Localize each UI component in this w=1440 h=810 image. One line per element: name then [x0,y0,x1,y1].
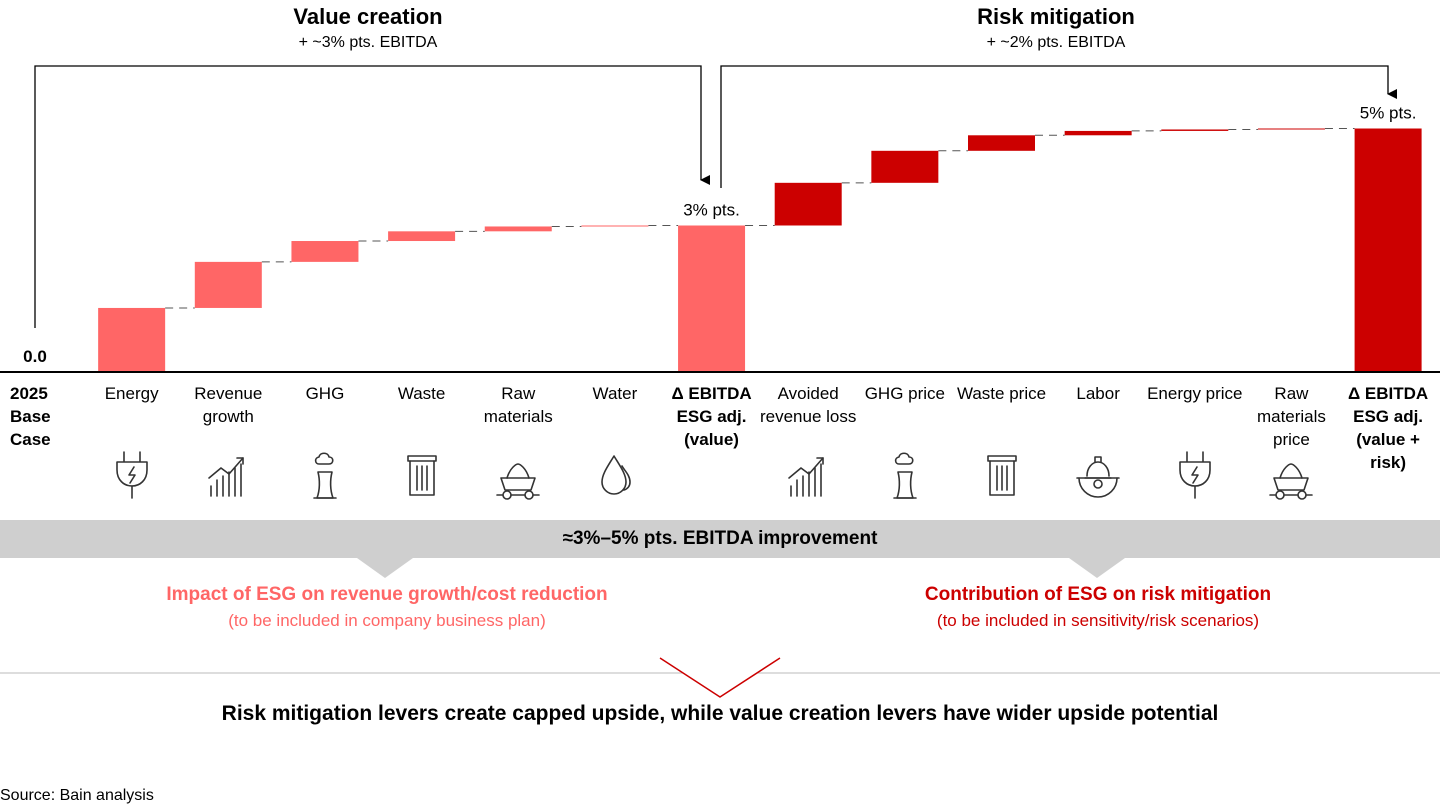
x-tick-label: Raw materials [483,384,553,426]
x-tick-label: Avoided revenue loss [759,384,857,426]
band-pointer-left [357,558,413,578]
divider [0,657,1440,698]
bar-4 [388,231,456,242]
bracket-risk-mitigation [720,65,1397,188]
bar-5 [484,226,552,232]
bar-14 [1354,128,1422,371]
note-right-sub: (to be included in sensitivity/risk scen… [936,611,1260,630]
value-creation-title: Value creation [293,4,443,29]
value-creation-subtitle: + ~3% pts. EBITDA [298,34,438,51]
risk-mitigation-subtitle: + ~2% pts. EBITDA [986,34,1126,51]
improvement-band: ≈3%–5% pts. EBITDA improvement [0,520,1440,558]
bar-3 [291,241,359,262]
hard-hat-gear-icon [1073,448,1123,502]
x-tick-label: Waste [397,384,446,403]
bar-2 [194,261,262,308]
x-tick-label: Revenue growth [194,384,263,426]
conclusion-text: Risk mitigation levers create capped ups… [221,702,1219,725]
note-left-sub: (to be included in company business plan… [228,611,546,630]
waterfall-chart: 0.0 3% pts. 5% pts. [0,65,1440,373]
value-label-7: 3% pts. [683,201,740,220]
bar-11 [1064,130,1132,136]
bracket-value-creation [34,65,710,328]
note-risk-mitigation: Contribution of ESG on risk mitigation (… [798,582,1398,634]
x-tick-label: Waste price [956,384,1047,403]
value-label-0: 0.0 [23,347,47,366]
x-tick-label: 2025 Base Case [10,384,51,449]
mine-cart-icon [493,448,543,502]
note-value-creation: Impact of ESG on revenue growth/cost red… [87,582,687,634]
x-tick-label: Energy price [1147,384,1243,403]
x-tick-label: Raw materials price [1256,384,1326,449]
x-tick-label: GHG [305,384,345,403]
growth-chart-icon [783,448,833,502]
x-tick-label: Water [592,384,638,403]
bar-9 [871,150,939,183]
x-tick-label: Labor [1076,384,1120,403]
bar-8 [774,182,842,226]
x-tick-label: Energy [104,384,159,403]
plug-icon [1170,448,1220,502]
source-note: Source: Bain analysis [0,787,154,804]
plug-icon [107,448,157,502]
bar-12 [1161,129,1229,131]
bar-7 [678,225,746,371]
trash-bin-icon [397,448,447,502]
bar-6 [581,225,649,227]
x-tick-label: Δ EBITDA ESG adj. (value) [671,384,752,449]
risk-mitigation-title: Risk mitigation [977,4,1135,29]
bar-10 [968,135,1035,151]
bar-1 [98,307,166,371]
band-pointer-right [1069,558,1125,578]
x-tick-label: GHG price [864,384,945,403]
factory-chimney-icon [300,448,350,502]
note-right-title: Contribution of ESG on risk mitigation [924,584,1272,605]
bar-13 [1257,128,1325,130]
water-drops-icon [590,448,640,502]
growth-chart-icon [203,448,253,502]
mine-cart-icon [1266,448,1316,502]
value-label-14: 5% pts. [1360,104,1417,123]
note-left-title: Impact of ESG on revenue growth/cost red… [166,584,608,605]
x-tick-label: Δ EBITDA ESG adj. (value + risk) [1347,384,1429,472]
factory-chimney-icon [880,448,930,502]
trash-bin-icon [977,448,1027,502]
